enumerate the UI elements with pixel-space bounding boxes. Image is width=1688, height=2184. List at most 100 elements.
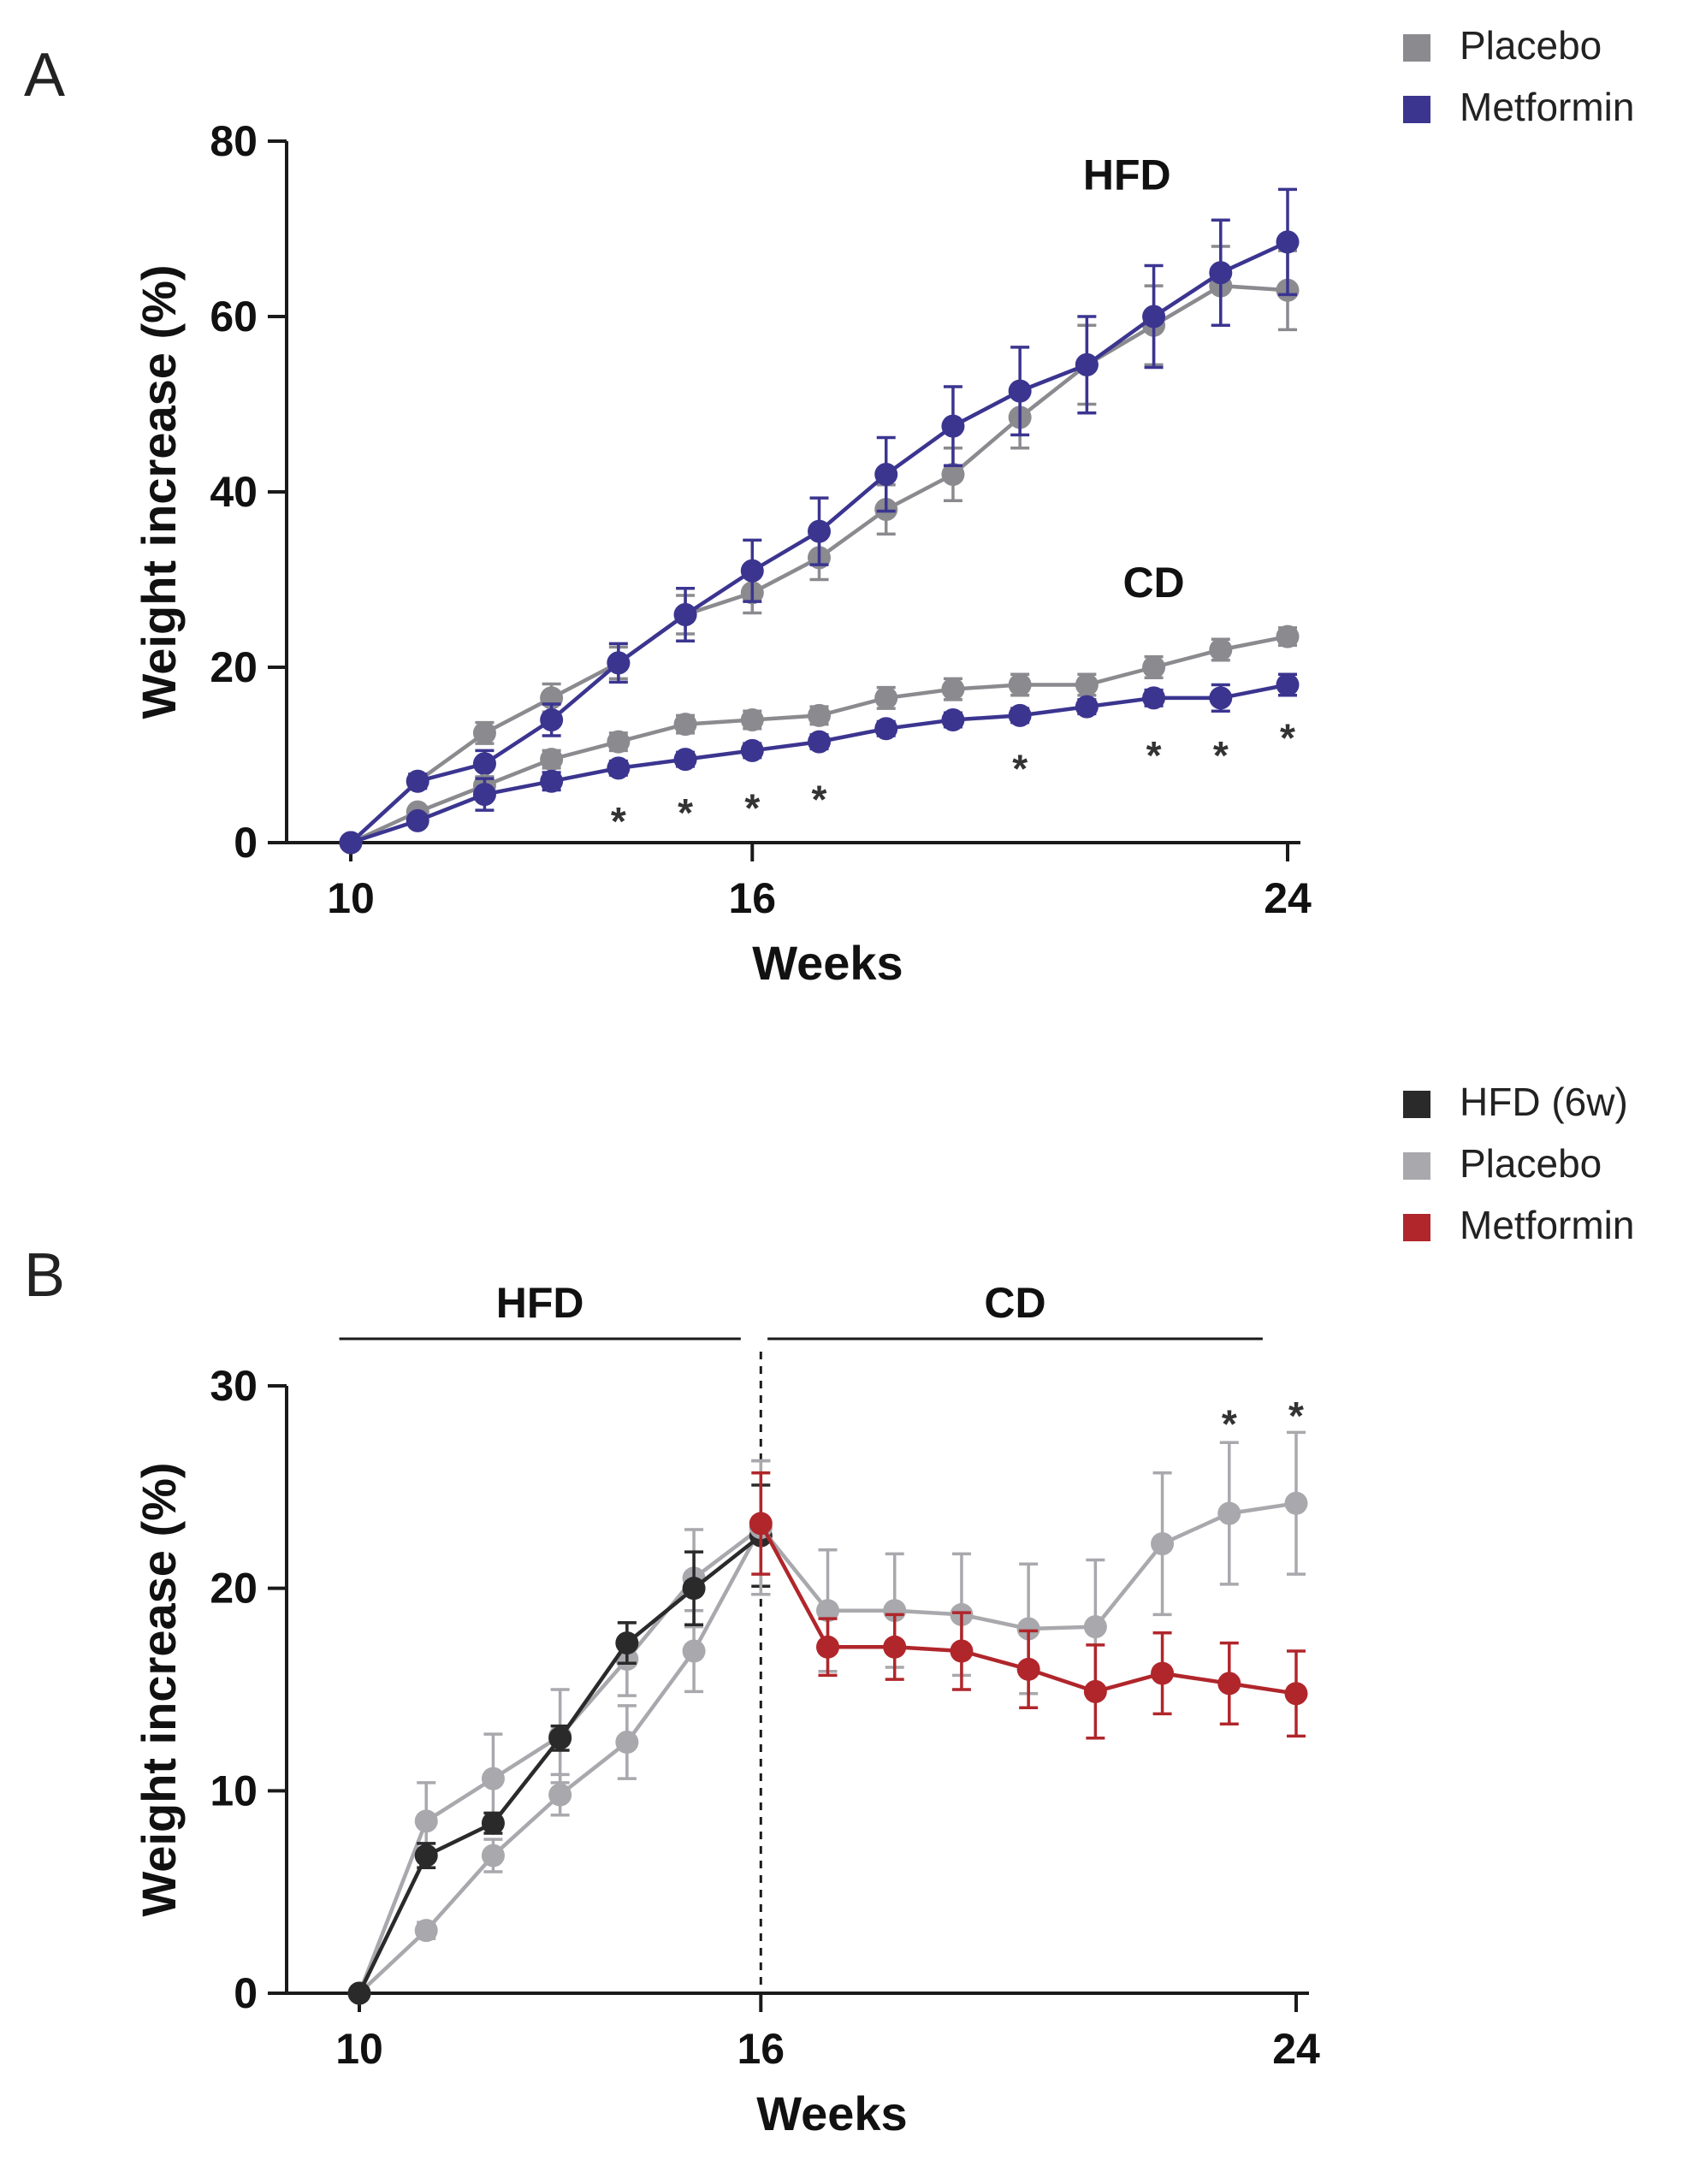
- y-tick-label: 0: [234, 819, 258, 867]
- significance-star: *: [1213, 733, 1229, 778]
- annotation: CD: [1122, 559, 1184, 607]
- data-point: [1217, 1501, 1241, 1525]
- data-point: [1217, 1672, 1241, 1696]
- significance-star: *: [744, 786, 760, 831]
- data-point: [615, 1731, 639, 1755]
- data-point: [481, 1811, 505, 1835]
- data-point: [740, 708, 764, 731]
- data-point: [414, 1844, 438, 1867]
- y-tick-label: 40: [210, 468, 258, 516]
- legend-swatch: [1403, 1091, 1430, 1118]
- data-point: [1276, 624, 1300, 648]
- data-point: [749, 1512, 773, 1536]
- y-tick-label: 0: [234, 1969, 258, 2017]
- y-tick-label: 10: [210, 1767, 258, 1814]
- panel-a: A Placebo Metformin 0 20 40 60 80 10 16 24 Weeks Wei…: [24, 23, 1634, 990]
- data-point: [1209, 638, 1233, 661]
- data-point: [950, 1639, 974, 1663]
- data-point: [941, 678, 965, 701]
- data-point: [1008, 703, 1032, 727]
- y-tick-label: 20: [210, 1565, 258, 1613]
- y-tick-label: 80: [210, 117, 258, 165]
- data-point: [883, 1599, 907, 1623]
- data-point: [1075, 673, 1099, 696]
- data-point: [740, 559, 764, 583]
- x-tick-label: 16: [737, 2025, 785, 2073]
- y-tick-label: 30: [210, 1362, 258, 1410]
- data-point: [941, 463, 965, 486]
- data-point: [1083, 1615, 1107, 1639]
- panel-b: B HFD (6w) Placebo Metformin 0 10 20 30 10 16 24 We…: [24, 1080, 1634, 2140]
- x-tick-label: 16: [728, 874, 776, 922]
- data-point: [740, 738, 764, 762]
- data-point: [1284, 1491, 1308, 1515]
- data-point: [682, 1639, 706, 1663]
- data-point: [1276, 230, 1300, 254]
- data-point: [883, 1635, 907, 1659]
- data-point: [808, 519, 831, 543]
- series-metformin-cd: [339, 672, 1300, 855]
- data-point: [540, 748, 564, 772]
- data-point: [406, 769, 429, 793]
- phase-label: CD: [984, 1279, 1045, 1327]
- data-point: [607, 730, 631, 754]
- x-tick-label: 10: [335, 2025, 383, 2073]
- data-point: [1151, 1532, 1175, 1556]
- y-axis-title: Weight increase (%): [132, 1462, 186, 1916]
- data-point: [1142, 655, 1166, 679]
- data-point: [406, 808, 429, 832]
- data-point: [808, 703, 831, 727]
- x-axis-title: Weeks: [752, 936, 903, 990]
- legend-label: Placebo: [1460, 23, 1602, 68]
- series-metformin-cd-phase-: [749, 1471, 1308, 1740]
- data-point: [548, 1783, 572, 1807]
- significance-star: *: [678, 790, 693, 835]
- data-point: [941, 708, 965, 731]
- data-point: [1142, 305, 1166, 328]
- data-point: [1209, 261, 1233, 285]
- data-point: [1142, 686, 1166, 710]
- data-point: [808, 730, 831, 754]
- data-point: [472, 721, 496, 745]
- data-point: [874, 686, 898, 710]
- panel-label: B: [24, 1241, 65, 1310]
- data-point: [347, 1981, 371, 2005]
- data-point: [1075, 695, 1099, 719]
- data-point: [615, 1631, 639, 1655]
- data-point: [472, 752, 496, 776]
- data-point: [540, 708, 564, 731]
- data-point: [1083, 1679, 1107, 1703]
- data-point: [1016, 1617, 1040, 1641]
- significance-star: *: [1222, 1401, 1237, 1446]
- x-tick-label: 24: [1264, 874, 1312, 922]
- x-tick-label: 10: [327, 874, 375, 922]
- annotation: HFD: [1083, 151, 1171, 198]
- significance-star: *: [812, 777, 827, 821]
- series-hfd-6w-: [347, 1483, 773, 2005]
- data-point: [414, 1809, 438, 1833]
- legend-label: Metformin: [1460, 1203, 1634, 1247]
- data-point: [1008, 673, 1032, 696]
- legend-swatch: [1403, 96, 1430, 123]
- legend-swatch: [1403, 1214, 1430, 1241]
- legend-label: Metformin: [1460, 85, 1634, 129]
- data-point: [339, 831, 363, 855]
- data-point: [1151, 1661, 1175, 1685]
- data-point: [673, 713, 697, 737]
- significance-star: *: [1288, 1394, 1304, 1438]
- data-point: [874, 463, 898, 486]
- legend-label: Placebo: [1460, 1141, 1602, 1186]
- legend-label: HFD (6w): [1460, 1080, 1628, 1124]
- data-point: [816, 1635, 839, 1659]
- data-point: [607, 651, 631, 675]
- y-axis-title: Weight increase (%): [132, 264, 186, 719]
- data-point: [1075, 352, 1099, 376]
- data-point: [682, 1577, 706, 1601]
- significance-star: *: [611, 799, 626, 843]
- data-point: [472, 783, 496, 807]
- legend-swatch: [1403, 34, 1430, 62]
- data-point: [673, 748, 697, 772]
- data-point: [481, 1767, 505, 1790]
- data-point: [1284, 1682, 1308, 1706]
